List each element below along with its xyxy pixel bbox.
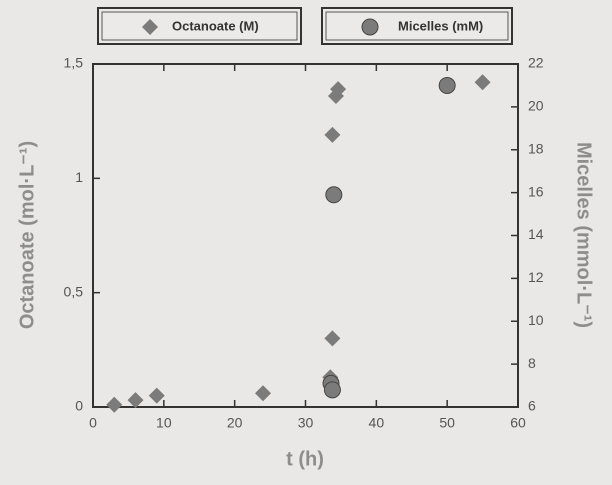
y2-tick-label: 18 [528, 140, 544, 156]
x-tick-label: 30 [298, 415, 314, 431]
x-tick-label: 40 [369, 415, 385, 431]
y2-tick-label: 22 [528, 55, 544, 71]
legend: Octanoate (M) Micelles (mM) [97, 7, 513, 45]
point [323, 381, 341, 399]
legend-label: Micelles (mM) [398, 18, 483, 33]
point [255, 385, 271, 402]
point [127, 392, 144, 409]
x-tick-label: 10 [156, 415, 172, 431]
legend-marker [142, 19, 158, 35]
y-axis-label: Octanoate (mol·L⁻¹) [16, 141, 38, 329]
legend-box [97, 7, 302, 45]
legend-box-inner [325, 11, 509, 41]
point [330, 81, 347, 98]
y2-tick-label: 14 [528, 226, 544, 242]
point [148, 387, 165, 404]
x-axis-label: t (h) [286, 448, 324, 470]
y2-tick-label: 8 [528, 355, 536, 371]
point [324, 330, 341, 347]
point [324, 126, 341, 143]
y2-tick-label: 10 [528, 312, 544, 328]
legend-box [321, 7, 513, 45]
point [474, 74, 491, 91]
y2-tick-label: 20 [528, 98, 544, 114]
x-tick-label: 0 [89, 415, 97, 431]
y2-tick-label: 12 [528, 269, 544, 285]
y-tick-label: 0,5 [64, 283, 84, 299]
y2-tick-label: 16 [528, 183, 544, 199]
y-tick-label: 0 [75, 398, 83, 414]
x-tick-label: 60 [510, 415, 526, 431]
plot-frame [92, 63, 519, 408]
legend-label: Octanoate (M) [172, 18, 259, 33]
legend-box-inner [101, 11, 298, 41]
y2-axis-label: Micelles (mmol·L⁻¹) [573, 142, 595, 328]
y2-tick-label: 6 [528, 398, 536, 414]
point [106, 396, 123, 413]
y-tick-label: 1,5 [64, 55, 84, 71]
point [325, 186, 343, 204]
legend-marker [361, 18, 379, 36]
y-tick-label: 1 [75, 169, 83, 185]
point [438, 76, 456, 94]
x-tick-label: 50 [439, 415, 455, 431]
x-tick-label: 20 [227, 415, 243, 431]
